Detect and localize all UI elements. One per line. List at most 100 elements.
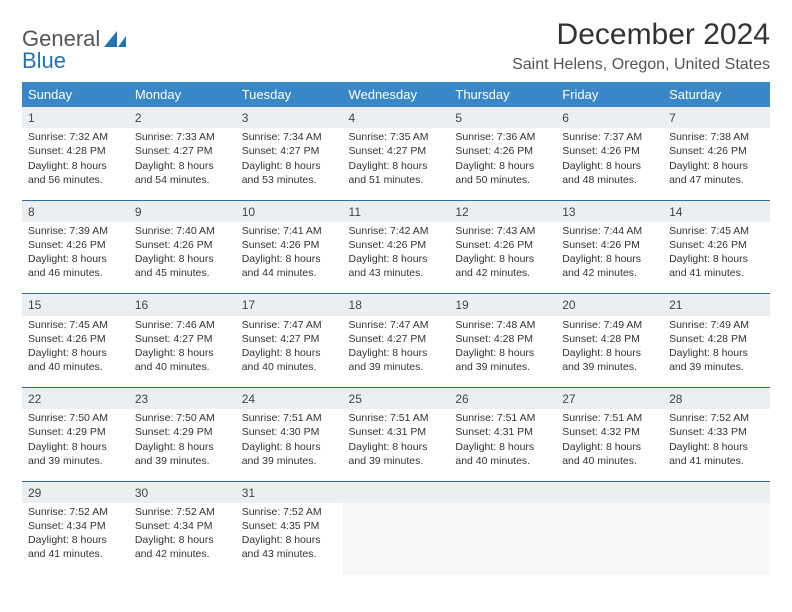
day-number-cell: 30 — [129, 481, 236, 503]
sunrise-line: Sunrise: 7:47 AM — [349, 318, 444, 332]
day-number-cell: 26 — [449, 388, 556, 410]
day-data-cell: Sunrise: 7:52 AMSunset: 4:34 PMDaylight:… — [22, 503, 129, 575]
sunset-line: Sunset: 4:29 PM — [135, 425, 230, 439]
sunset-line: Sunset: 4:34 PM — [135, 519, 230, 533]
weekday-header: Saturday — [663, 82, 770, 107]
day-data-cell: Sunrise: 7:37 AMSunset: 4:26 PMDaylight:… — [556, 128, 663, 200]
daylight-line: Daylight: 8 hours and 39 minutes. — [455, 346, 550, 374]
weekday-header: Thursday — [449, 82, 556, 107]
day-number-cell: 6 — [556, 107, 663, 128]
day-data-cell: Sunrise: 7:50 AMSunset: 4:29 PMDaylight:… — [22, 409, 129, 481]
sunset-line: Sunset: 4:26 PM — [349, 238, 444, 252]
day-number-cell: 1 — [22, 107, 129, 128]
day-number-cell: 13 — [556, 200, 663, 222]
day-number-cell: 25 — [343, 388, 450, 410]
day-data-cell: Sunrise: 7:40 AMSunset: 4:26 PMDaylight:… — [129, 222, 236, 294]
day-number-cell: 9 — [129, 200, 236, 222]
day-data-cell: Sunrise: 7:36 AMSunset: 4:26 PMDaylight:… — [449, 128, 556, 200]
day-number-cell: 28 — [663, 388, 770, 410]
day-data-cell: Sunrise: 7:46 AMSunset: 4:27 PMDaylight:… — [129, 316, 236, 388]
sunset-line: Sunset: 4:35 PM — [242, 519, 337, 533]
day-number-cell — [556, 481, 663, 503]
sunrise-line: Sunrise: 7:52 AM — [669, 411, 764, 425]
day-number-cell: 4 — [343, 107, 450, 128]
sunrise-line: Sunrise: 7:47 AM — [242, 318, 337, 332]
sunrise-line: Sunrise: 7:36 AM — [455, 130, 550, 144]
day-number-cell: 15 — [22, 294, 129, 316]
sunset-line: Sunset: 4:32 PM — [562, 425, 657, 439]
day-data-row: Sunrise: 7:39 AM Sunset: 4:26 PM Daylight:… — [22, 222, 770, 294]
sunrise-line: Sunrise: 7:51 AM — [349, 411, 444, 425]
daylight-line: Daylight: 8 hours and 39 minutes. — [669, 346, 764, 374]
sunset-line: Sunset: 4:27 PM — [242, 332, 337, 346]
sunset-line: Sunset: 4:26 PM — [455, 238, 550, 252]
day-number-cell: 17 — [236, 294, 343, 316]
day-data-cell: Sunrise: 7:51 AMSunset: 4:31 PMDaylight:… — [343, 409, 450, 481]
day-number-cell: 7 — [663, 107, 770, 128]
month-title: December 2024 — [512, 18, 770, 52]
day-data-cell: Sunrise: 7:35 AMSunset: 4:27 PMDaylight:… — [343, 128, 450, 200]
sunset-line: Sunset: 4:26 PM — [669, 238, 764, 252]
sunset-line: Sunset: 4:26 PM — [135, 238, 230, 252]
daylight-line: Daylight: 8 hours and 39 minutes. — [135, 440, 230, 468]
day-number-cell: 12 — [449, 200, 556, 222]
day-number-cell: 18 — [343, 294, 450, 316]
sunrise-line: Sunrise: 7:41 AM — [242, 224, 337, 238]
sunrise-line: Sunrise: 7:52 AM — [135, 505, 230, 519]
sunrise-line: Sunrise: 7:33 AM — [135, 130, 230, 144]
day-number-cell: 29 — [22, 481, 129, 503]
day-data-cell: Sunrise: 7:32 AMSunset: 4:28 PMDaylight:… — [22, 128, 129, 200]
weekday-header: Wednesday — [343, 82, 450, 107]
sunrise-line: Sunrise: 7:49 AM — [669, 318, 764, 332]
day-data-cell: Sunrise: 7:45 AMSunset: 4:26 PMDaylight:… — [22, 316, 129, 388]
sunrise-line: Sunrise: 7:39 AM — [28, 224, 123, 238]
day-data-cell: Sunrise: 7:33 AMSunset: 4:27 PMDaylight:… — [129, 128, 236, 200]
sunset-line: Sunset: 4:28 PM — [455, 332, 550, 346]
day-data-cell: Sunrise: 7:44 AMSunset: 4:26 PMDaylight:… — [556, 222, 663, 294]
daylight-line: Daylight: 8 hours and 53 minutes. — [242, 159, 337, 187]
day-number-cell: 31 — [236, 481, 343, 503]
sunset-line: Sunset: 4:26 PM — [669, 144, 764, 158]
day-data-cell — [556, 503, 663, 575]
day-data-cell: Sunrise: 7:52 AMSunset: 4:34 PMDaylight:… — [129, 503, 236, 575]
day-data-cell: Sunrise: 7:51 AMSunset: 4:32 PMDaylight:… — [556, 409, 663, 481]
sunrise-line: Sunrise: 7:50 AM — [135, 411, 230, 425]
day-data-cell: Sunrise: 7:41 AMSunset: 4:26 PMDaylight:… — [236, 222, 343, 294]
daylight-line: Daylight: 8 hours and 47 minutes. — [669, 159, 764, 187]
day-number-cell: 24 — [236, 388, 343, 410]
day-number-row: 22232425262728 — [22, 388, 770, 410]
sunset-line: Sunset: 4:34 PM — [28, 519, 123, 533]
day-data-cell: Sunrise: 7:34 AMSunset: 4:27 PMDaylight:… — [236, 128, 343, 200]
day-data-cell: Sunrise: 7:43 AMSunset: 4:26 PMDaylight:… — [449, 222, 556, 294]
weekday-header: Sunday — [22, 82, 129, 107]
daylight-line: Daylight: 8 hours and 40 minutes. — [242, 346, 337, 374]
daylight-line: Daylight: 8 hours and 42 minutes. — [135, 533, 230, 561]
daylight-line: Daylight: 8 hours and 40 minutes. — [28, 346, 123, 374]
sunrise-line: Sunrise: 7:51 AM — [242, 411, 337, 425]
daylight-line: Daylight: 8 hours and 41 minutes. — [669, 440, 764, 468]
sunset-line: Sunset: 4:27 PM — [135, 144, 230, 158]
daylight-line: Daylight: 8 hours and 39 minutes. — [349, 346, 444, 374]
sunrise-line: Sunrise: 7:48 AM — [455, 318, 550, 332]
sunrise-line: Sunrise: 7:45 AM — [669, 224, 764, 238]
daylight-line: Daylight: 8 hours and 42 minutes. — [562, 252, 657, 280]
sunrise-line: Sunrise: 7:51 AM — [562, 411, 657, 425]
daylight-line: Daylight: 8 hours and 48 minutes. — [562, 159, 657, 187]
sunset-line: Sunset: 4:28 PM — [562, 332, 657, 346]
daylight-line: Daylight: 8 hours and 39 minutes. — [562, 346, 657, 374]
day-data-row: Sunrise: 7:32 AMSunset: 4:28 PMDaylight:… — [22, 128, 770, 200]
sunset-line: Sunset: 4:31 PM — [455, 425, 550, 439]
sunset-line: Sunset: 4:27 PM — [349, 332, 444, 346]
day-data-cell: Sunrise: 7:47 AMSunset: 4:27 PMDaylight:… — [236, 316, 343, 388]
sunrise-line: Sunrise: 7:45 AM — [28, 318, 123, 332]
sunset-line: Sunset: 4:27 PM — [242, 144, 337, 158]
weekday-header-row: Sunday Monday Tuesday Wednesday Thursday… — [22, 82, 770, 107]
sunset-line: Sunset: 4:26 PM — [242, 238, 337, 252]
sunset-line: Sunset: 4:28 PM — [28, 144, 123, 158]
day-number-cell — [449, 481, 556, 503]
day-data-cell — [663, 503, 770, 575]
sunset-line: Sunset: 4:26 PM — [562, 144, 657, 158]
daylight-line: Daylight: 8 hours and 54 minutes. — [135, 159, 230, 187]
day-data-cell: Sunrise: 7:38 AMSunset: 4:26 PMDaylight:… — [663, 128, 770, 200]
day-data-cell — [343, 503, 450, 575]
